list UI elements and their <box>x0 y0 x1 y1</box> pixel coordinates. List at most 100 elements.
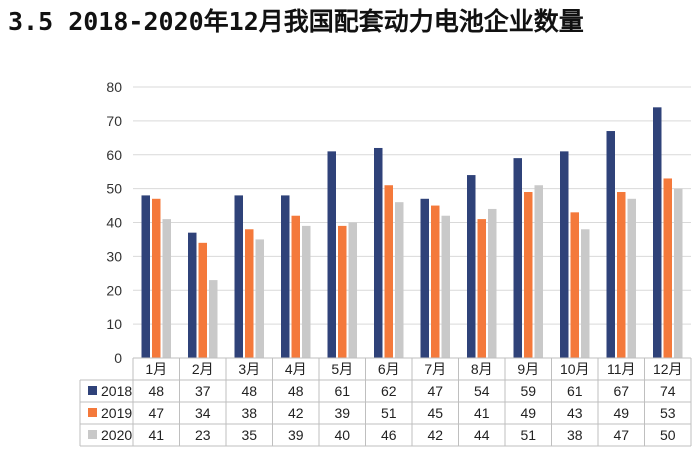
data-label: 67 <box>613 383 629 399</box>
data-label: 40 <box>334 427 350 443</box>
bar-2018-2 <box>188 232 197 358</box>
bar-2018-7 <box>420 198 429 358</box>
bar-2019-1 <box>152 198 161 358</box>
y-tick-label: 80 <box>106 79 122 95</box>
data-label: 53 <box>660 405 676 421</box>
data-label: 37 <box>195 383 211 399</box>
x-tick-label: 6月 <box>378 361 400 377</box>
bar-2018-3 <box>234 195 243 358</box>
data-label: 23 <box>195 427 211 443</box>
data-label: 46 <box>381 427 397 443</box>
bar-2018-1 <box>141 195 150 358</box>
data-label: 34 <box>195 405 211 421</box>
legend-swatch-2018 <box>88 386 97 395</box>
y-tick-label: 40 <box>106 215 122 231</box>
x-tick-label: 1月 <box>145 361 167 377</box>
data-label: 35 <box>241 427 257 443</box>
data-label: 39 <box>334 405 350 421</box>
bar-2020-12 <box>674 188 683 358</box>
data-label: 41 <box>474 405 490 421</box>
data-label: 42 <box>427 427 443 443</box>
x-tick-label: 12月 <box>653 361 683 377</box>
y-tick-label: 70 <box>106 113 122 129</box>
data-label: 49 <box>520 405 536 421</box>
bar-2018-4 <box>281 195 290 358</box>
bar-2018-8 <box>467 175 476 358</box>
y-tick-label: 60 <box>106 147 122 163</box>
data-label: 51 <box>381 405 397 421</box>
data-label: 51 <box>520 427 536 443</box>
y-tick-label: 10 <box>106 316 122 332</box>
bar-2018-9 <box>513 158 522 358</box>
bar-2020-11 <box>627 198 636 358</box>
bar-2020-9 <box>534 185 543 358</box>
y-axis-ticks: 0 10 20 30 40 50 60 70 80 <box>106 79 122 366</box>
bar-2019-12 <box>663 178 672 358</box>
bar-2019-6 <box>384 185 393 358</box>
data-label: 48 <box>241 383 257 399</box>
bar-2018-5 <box>327 151 336 358</box>
data-label: 38 <box>567 427 583 443</box>
data-label: 59 <box>520 383 536 399</box>
legend-swatch-2019 <box>88 408 97 417</box>
data-label: 47 <box>613 427 629 443</box>
bar-2020-4 <box>302 225 311 358</box>
data-label: 42 <box>288 405 304 421</box>
bar-2018-12 <box>653 107 662 358</box>
data-label: 38 <box>241 405 257 421</box>
data-label: 47 <box>148 405 164 421</box>
bar-2019-10 <box>570 212 579 358</box>
bar-2020-7 <box>441 215 450 358</box>
x-tick-label: 9月 <box>517 361 539 377</box>
x-tick-label: 11月 <box>607 361 636 377</box>
y-tick-label: 50 <box>106 181 122 197</box>
bar-2019-4 <box>291 215 300 358</box>
data-label: 74 <box>660 383 676 399</box>
bar-2019-11 <box>617 192 626 358</box>
bar-2019-2 <box>198 242 207 358</box>
bar-2019-7 <box>431 205 440 358</box>
bar-2020-3 <box>255 239 264 358</box>
y-tick-label: 30 <box>106 248 122 264</box>
bar-2020-1 <box>162 219 171 358</box>
bar-2020-6 <box>395 202 404 358</box>
legend-label-2019: 2019 <box>101 405 132 421</box>
data-label: 50 <box>660 427 676 443</box>
bars <box>141 107 683 358</box>
data-label: 49 <box>613 405 629 421</box>
chart-title: 3.5 2018-2020年12月我国配套动力电池企业数量 <box>8 7 584 36</box>
bar-2018-10 <box>560 151 569 358</box>
bar-2020-2 <box>209 280 218 358</box>
legend-swatch-2020 <box>88 430 97 439</box>
bar-2019-3 <box>245 229 254 358</box>
data-label: 48 <box>288 383 304 399</box>
x-tick-label: 2月 <box>192 361 214 377</box>
data-label: 39 <box>288 427 304 443</box>
bar-2020-5 <box>348 222 357 358</box>
x-tick-label: 3月 <box>238 361 260 377</box>
x-tick-label: 8月 <box>471 361 493 377</box>
x-tick-label: 4月 <box>285 361 307 377</box>
legend-label-2020: 2020 <box>101 427 132 443</box>
x-tick-label: 7月 <box>424 361 446 377</box>
bar-2018-6 <box>374 147 383 358</box>
data-label: 54 <box>474 383 490 399</box>
bar-2019-8 <box>477 219 486 358</box>
data-table: 1月 2月 3月 4月 5月 6月 7月 8月 9月 10月 11月 12月 2018 48 37 48 48 6… <box>79 357 692 447</box>
data-label: 41 <box>148 427 164 443</box>
x-tick-label: 5月 <box>331 361 353 377</box>
data-label: 43 <box>567 405 583 421</box>
data-label: 61 <box>334 383 350 399</box>
y-tick-label: 0 <box>114 350 122 366</box>
bar-2020-8 <box>488 208 497 358</box>
bar-2019-5 <box>338 225 347 358</box>
y-tick-label: 20 <box>106 282 122 298</box>
bar-2018-11 <box>606 131 615 358</box>
bar-2019-9 <box>524 192 533 358</box>
data-label: 61 <box>567 383 583 399</box>
x-tick-label: 10月 <box>560 361 590 377</box>
bar-2020-10 <box>581 229 590 358</box>
data-label: 62 <box>381 383 397 399</box>
data-label: 48 <box>148 383 164 399</box>
